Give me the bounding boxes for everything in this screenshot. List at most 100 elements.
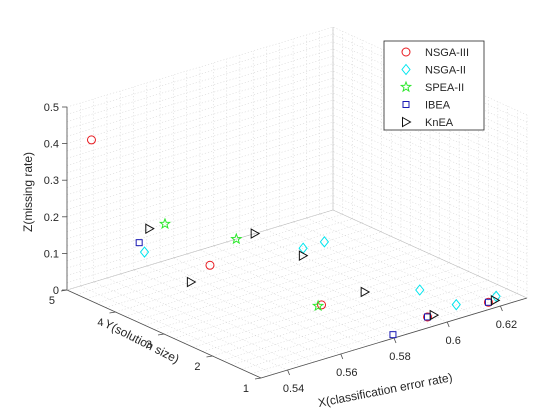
floor-grid-line: [212, 275, 479, 357]
x-tick-mark: [340, 353, 344, 360]
floor-grid-line: [193, 266, 460, 348]
data-point-ibea: [135, 239, 143, 247]
data-point-nsga-iii: [423, 312, 433, 322]
x-tick-label: 0.58: [389, 351, 410, 363]
z-tick-label: 0.4: [44, 139, 59, 151]
back-wall-grid-line: [66, 26, 334, 108]
side-wall-grid-line: [332, 180, 528, 269]
side-wall-grid-line: [332, 129, 528, 218]
floor-grid-line: [134, 240, 401, 322]
floor-grid-line: [319, 213, 514, 303]
data-point-knea: [186, 276, 197, 288]
data-point-nsga-ii: [319, 236, 330, 248]
floor-side-edge: [332, 209, 528, 299]
floor-back-edge: [66, 209, 334, 291]
legend-label-spea-ii: SPEA-II: [425, 82, 464, 94]
back-wall-grid-line: [66, 121, 334, 203]
floor-grid-line: [133, 269, 328, 359]
x-tick-mark: [500, 305, 503, 312]
side-wall-grid-line: [332, 151, 528, 240]
back-wall-grid-line: [66, 107, 334, 188]
back-wall-grid-line: [66, 165, 334, 247]
y-tick-label: 4: [97, 317, 103, 329]
floor-grid-line: [144, 244, 411, 326]
legend-entry-nsga-ii: NSGA-II: [401, 63, 466, 77]
tick-label-layer: 0.54 0.56 0.58 0.6 0.62 1 2 3 4 50 0.1 0.2 0.3 0.4 0.5: [44, 102, 517, 395]
data-point-knea: [360, 286, 371, 298]
back-wall-grid-line: [66, 202, 334, 283]
back-wall-grid-line: [66, 85, 334, 166]
y-tick-label: 3: [146, 339, 152, 351]
floor-grid-line: [251, 293, 518, 374]
z-tick-label: 0.3: [44, 175, 59, 187]
z-tick-label: 0.1: [44, 248, 59, 260]
legend-marker-knea: [402, 116, 412, 128]
z-tick-label: 0: [53, 285, 59, 297]
data-point-knea: [429, 309, 440, 321]
y-tick-label: 2: [194, 361, 200, 373]
side-wall-grid-line: [332, 121, 528, 211]
floor-grid-line: [202, 271, 469, 352]
legend-marker-nsga-iii: [401, 47, 411, 57]
legend-marker-spea-ii: [399, 80, 413, 93]
floor-grid-line: [93, 281, 288, 371]
data-points-layer: [86, 135, 501, 339]
data-point-spea-ii: [311, 299, 325, 312]
y-tick-label: 5: [49, 295, 55, 307]
data-point-nsga-ii: [415, 284, 425, 296]
y-tick-label: 1: [243, 383, 249, 395]
data-point-ibea: [389, 331, 397, 339]
side-wall-grid-line: [332, 195, 528, 284]
data-point-ibea: [424, 313, 432, 321]
x-tick-mark: [393, 337, 397, 344]
back-wall-grid-line: [66, 63, 334, 144]
back-wall-grid-line: [66, 143, 334, 225]
grid-layer: [66, 26, 528, 379]
back-wall-grid-line: [66, 129, 334, 210]
side-wall-grid-line: [332, 202, 528, 291]
data-point-knea: [490, 295, 501, 306]
back-wall-grid-line: [66, 187, 334, 269]
legend-marker-nsga-ii: [401, 63, 411, 76]
y-tick-mark: [254, 377, 262, 380]
z-axis-title: Z(missing rate): [21, 152, 35, 232]
legend-label-nsga-iii: NSGA-III: [425, 47, 469, 59]
floor-grid-line: [159, 261, 355, 351]
floor-grid-line: [213, 245, 408, 335]
data-point-nsga-ii: [491, 290, 501, 303]
legend-label-ibea: IBEA: [425, 100, 451, 112]
legend: NSGA-III NSGA-II SPEA-II IBEA KnEA: [383, 40, 485, 131]
back-wall-grid-line: [66, 136, 334, 218]
back-wall-grid-line: [66, 70, 334, 152]
back-wall-grid-line: [66, 114, 334, 196]
floor-grid-line: [86, 218, 353, 300]
back-wall-grid-line: [66, 48, 334, 130]
back-wall-grid-line: [66, 34, 334, 115]
legend-label-knea: KnEA: [425, 117, 454, 129]
data-point-spea-ii: [158, 217, 172, 230]
data-point-ibea: [484, 298, 492, 306]
floor-grid-line: [163, 253, 431, 335]
legend-label-nsga-ii: NSGA-II: [425, 65, 466, 77]
side-wall-grid-line: [332, 173, 528, 262]
floor-grid-line: [231, 284, 498, 366]
x-tick-label: 0.6: [446, 335, 461, 347]
data-point-spea-ii: [230, 232, 243, 245]
legend-entry-knea: KnEA: [402, 116, 454, 129]
floor-grid-line: [199, 249, 395, 339]
back-wall-grid-line: [66, 41, 334, 122]
data-point-nsga-ii: [451, 298, 461, 311]
side-wall-grid-line: [332, 92, 528, 182]
data-point-nsga-iii: [483, 297, 493, 307]
floor-grid-line: [96, 222, 363, 304]
data-point-nsga-iii: [317, 300, 327, 310]
legend-entry-spea-ii: SPEA-II: [399, 80, 464, 94]
legend-marker-ibea: [402, 101, 410, 108]
floor-grid-line: [173, 258, 440, 339]
back-wall-grid-line: [66, 180, 334, 261]
side-wall-grid-line: [332, 165, 528, 255]
floor-grid-line: [115, 231, 382, 313]
back-wall-grid-line: [66, 78, 334, 159]
side-wall-grid-line: [332, 136, 528, 226]
back-wall-grid-line: [66, 92, 334, 174]
